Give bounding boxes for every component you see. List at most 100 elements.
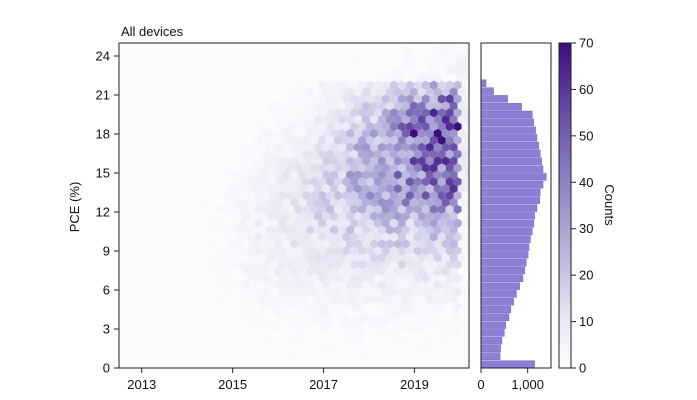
hexbin-cell — [270, 218, 279, 228]
hexbin-cell — [445, 80, 454, 90]
hexbin-cell — [350, 108, 358, 118]
hexbin-cell — [318, 94, 327, 104]
hexbin-cell — [326, 273, 335, 283]
hexbin-cell — [393, 266, 402, 276]
hexbin-cell — [250, 156, 259, 166]
hexbin-cell — [441, 87, 450, 97]
hexbin-cell — [381, 163, 390, 173]
hexbin-cell — [441, 294, 450, 304]
hexbin-cell — [470, 67, 478, 76]
hexbin-cell — [377, 308, 386, 318]
hexbin-cell — [433, 184, 442, 194]
hexbin-cell — [453, 315, 462, 325]
hexbin-cell — [370, 87, 378, 97]
colorbar-tick-label: 60 — [579, 82, 593, 97]
hexbin-cell — [470, 108, 478, 117]
hexbin-cell — [429, 315, 438, 325]
hexbin-cell — [441, 184, 450, 194]
hexbin-cell — [417, 211, 426, 221]
hexbin-cell — [302, 190, 311, 201]
hexbin-cell — [421, 273, 430, 283]
hexbin-cell — [465, 60, 469, 69]
hexbin-cell — [230, 177, 239, 187]
hexbin-cell — [222, 190, 231, 201]
y-tick-label: 0 — [103, 361, 110, 376]
hexbin-cell — [294, 315, 303, 325]
hexbin-cell — [445, 259, 454, 270]
hexbin-cell — [318, 121, 327, 132]
hexbin-cell — [310, 301, 319, 311]
hexbin-cell — [470, 260, 478, 269]
hexbin-cell — [318, 80, 327, 90]
hexbin-cell — [409, 184, 418, 194]
hexbin-cell — [298, 197, 307, 207]
hexbin-cell — [370, 280, 378, 290]
hexbin-cell — [413, 273, 422, 283]
hexbin-cell — [362, 308, 370, 318]
x-tick-label: 2019 — [400, 377, 429, 392]
hexbin-cell — [294, 246, 303, 256]
hexbin-cell — [445, 149, 454, 159]
hexbin-cell — [441, 142, 450, 152]
hexbin-cell — [290, 101, 299, 111]
hexbin-cell — [405, 259, 414, 270]
hexbin-cell — [326, 190, 335, 201]
hexbin-cell — [346, 253, 354, 263]
hexbin-cell — [298, 225, 307, 235]
hexbin-cell — [258, 128, 267, 138]
hexbin-cell — [433, 156, 442, 166]
hexbin-cell — [338, 184, 347, 194]
hexbin-cell — [286, 108, 295, 118]
hexbin-cell — [366, 149, 374, 159]
hexbin-cell — [330, 294, 339, 304]
hexbin-cell — [238, 163, 247, 173]
hexbin-cell — [381, 94, 390, 104]
hexbin-cell — [258, 294, 267, 304]
hexbin-cell — [354, 184, 362, 194]
hexbin-cell — [366, 232, 374, 242]
hexbin-cell — [401, 211, 410, 221]
hexbin-cell — [250, 211, 259, 221]
hexbin-cell — [417, 101, 426, 111]
hexbin-cell — [417, 73, 426, 83]
hexbin-cell — [370, 266, 378, 276]
hexbin-cell — [338, 87, 347, 97]
hexbin-cell — [234, 294, 243, 304]
hexbin-cell — [389, 108, 398, 118]
hexbin-cell — [278, 246, 287, 256]
hexbin-cell — [389, 315, 398, 325]
hexbin-cell — [298, 253, 307, 263]
hexbin-cell — [441, 197, 450, 207]
hexbin-cell — [470, 191, 478, 200]
hexbin-cell — [374, 80, 382, 90]
hexbin-cell — [198, 232, 207, 242]
hexbin-cell — [342, 135, 351, 145]
hexbin-cell — [334, 80, 343, 90]
hexbin-cell — [274, 156, 283, 166]
hexbin-cell — [409, 308, 418, 318]
histogram-bar — [480, 243, 530, 251]
hexbin-cell — [465, 211, 469, 221]
hexbin-cell — [401, 322, 410, 332]
hexbin-cell — [266, 239, 275, 249]
hexbin-cell — [366, 66, 374, 76]
hexbin-cell — [409, 294, 418, 304]
hexbin-cell — [322, 197, 331, 207]
hexbin-cell — [298, 142, 307, 152]
hexbin-cell — [393, 115, 402, 125]
hexbin-cell — [429, 177, 438, 187]
histogram-bar — [480, 305, 512, 314]
hexbin-cell — [381, 135, 390, 145]
hexbin-cell — [445, 204, 454, 214]
histogram-bar — [480, 274, 524, 282]
hexbin-cell — [374, 108, 382, 118]
hexbin-cell — [306, 128, 315, 138]
hexbin-cell — [421, 301, 430, 311]
hexbin-cell — [350, 135, 358, 145]
hexbin-cell — [401, 87, 410, 97]
histogram-bar — [480, 102, 522, 111]
hexbin-cell — [441, 239, 450, 249]
hexbin-cell — [401, 46, 410, 56]
hexbin-cell — [218, 266, 227, 276]
hexbin-cell — [322, 156, 331, 166]
